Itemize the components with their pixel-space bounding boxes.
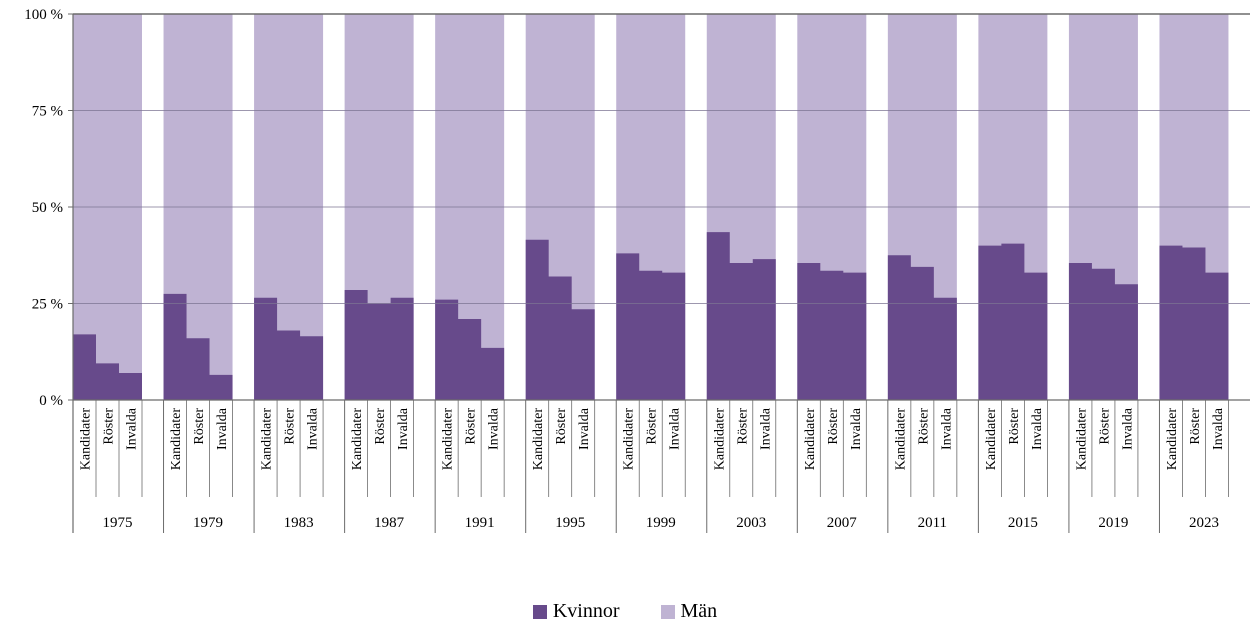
bar-kvinnor-1991 bbox=[435, 299, 505, 400]
subcategory-label: Röster bbox=[1097, 408, 1112, 445]
subcategory-label: Röster bbox=[916, 408, 931, 445]
subcategory-label: Röster bbox=[283, 408, 298, 445]
subcategory-label: Kandidater bbox=[531, 408, 546, 471]
subcategory-label: Invalda bbox=[849, 407, 864, 450]
subcategory-label: Kandidater bbox=[893, 408, 908, 471]
axes bbox=[68, 13, 1250, 533]
subcategory-label: Kandidater bbox=[169, 408, 184, 471]
year-label: 1995 bbox=[555, 515, 585, 531]
year-label: 1991 bbox=[465, 515, 495, 531]
subcategory-label: Kandidater bbox=[984, 408, 999, 471]
legend-swatch-kvinnor bbox=[532, 604, 547, 619]
subcategory-label: Invalda bbox=[668, 407, 683, 450]
subcategory-label: Kandidater bbox=[441, 408, 456, 471]
subcategory-label: Invalda bbox=[306, 407, 321, 450]
year-label: 2015 bbox=[1008, 515, 1038, 531]
bar-kvinnor-2007 bbox=[797, 262, 867, 400]
bar-kvinnor-1979 bbox=[163, 293, 233, 400]
subcategory-label: Kandidater bbox=[622, 408, 637, 471]
subcategory-label: Röster bbox=[192, 408, 207, 445]
legend-label-man: Män bbox=[680, 600, 718, 622]
chart-canvas: 0 % 25 % 50 % 75 % 100 % Kandidater Röster Inva… bbox=[24, 7, 1250, 533]
bar-kvinnor-2015 bbox=[978, 243, 1048, 400]
bar-kvinnor-1999 bbox=[616, 253, 686, 400]
subcategory-label: Röster bbox=[1007, 408, 1022, 445]
subcategory-label: Kandidater bbox=[712, 408, 727, 471]
subcategory-label: Invalda bbox=[125, 407, 140, 450]
subcategory-label: Röster bbox=[373, 408, 388, 445]
year-label: 1975 bbox=[103, 515, 133, 531]
subcategory-label: Röster bbox=[554, 408, 569, 445]
year-label: 1979 bbox=[193, 515, 223, 531]
subcategory-label: Invalda bbox=[577, 407, 592, 450]
year-label: 1983 bbox=[284, 515, 314, 531]
subcategory-label: Kandidater bbox=[260, 408, 275, 471]
bar-kvinnor-1983 bbox=[254, 297, 324, 400]
y-tick-label: 50 % bbox=[32, 200, 63, 216]
year-label: 1999 bbox=[646, 515, 676, 531]
subcategory-label: Kandidater bbox=[350, 408, 365, 471]
year-label: 1987 bbox=[374, 515, 405, 531]
subcategory-label: Kandidater bbox=[79, 408, 94, 471]
subcategory-label: Invalda bbox=[487, 407, 502, 450]
subcategory-label: Invalda bbox=[215, 407, 230, 450]
bar-kvinnor-2011 bbox=[887, 255, 957, 400]
subcategory-label: Kandidater bbox=[803, 408, 818, 471]
year-label: 2011 bbox=[918, 515, 947, 531]
bar-kvinnor-2023 bbox=[1159, 245, 1229, 400]
subcategory-label: Röster bbox=[826, 408, 841, 445]
legend-item-man: Män bbox=[660, 600, 718, 623]
labels: 0 % 25 % 50 % 75 % 100 % Kandidater Röster Inva… bbox=[24, 7, 1226, 531]
subcategory-label: Invalda bbox=[758, 407, 773, 450]
subcategory-label: Kandidater bbox=[1165, 408, 1180, 471]
subcategory-label: Röster bbox=[1188, 408, 1203, 445]
subcategory-label: Röster bbox=[645, 408, 660, 445]
legend-label-kvinnor: Kvinnor bbox=[552, 600, 620, 622]
subcategory-label: Kandidater bbox=[1074, 408, 1089, 471]
subcategory-label: Invalda bbox=[939, 407, 954, 450]
grid-lines bbox=[73, 110, 1250, 304]
year-label: 2003 bbox=[736, 515, 766, 531]
year-label: 2019 bbox=[1098, 515, 1128, 531]
bar-kvinnor-2019 bbox=[1068, 262, 1138, 400]
bar-kvinnor-2003 bbox=[706, 232, 776, 400]
bar-kvinnor-1987 bbox=[344, 289, 414, 400]
legend: Kvinnor Män bbox=[0, 600, 1250, 625]
subcategory-label: Invalda bbox=[1211, 407, 1226, 450]
legend-swatch-man bbox=[660, 604, 675, 619]
bar-kvinnor-1995 bbox=[525, 239, 595, 400]
bar-kvinnor-1975 bbox=[73, 334, 142, 400]
year-label: 2023 bbox=[1189, 515, 1219, 531]
subcategory-label: Invalda bbox=[396, 407, 411, 450]
subcategory-label: Invalda bbox=[1030, 407, 1045, 450]
subcategory-label: Röster bbox=[735, 408, 750, 445]
y-tick-label: 75 % bbox=[32, 104, 63, 120]
subcategory-label: Röster bbox=[102, 408, 117, 445]
y-tick-label: 100 % bbox=[24, 7, 63, 23]
y-tick-label: 25 % bbox=[32, 297, 63, 313]
subcategory-label: Invalda bbox=[1120, 407, 1135, 450]
year-label: 2007 bbox=[827, 515, 858, 531]
y-tick-label: 0 % bbox=[39, 393, 63, 409]
subcategory-label: Röster bbox=[464, 408, 479, 445]
legend-item-kvinnor: Kvinnor bbox=[532, 600, 620, 623]
